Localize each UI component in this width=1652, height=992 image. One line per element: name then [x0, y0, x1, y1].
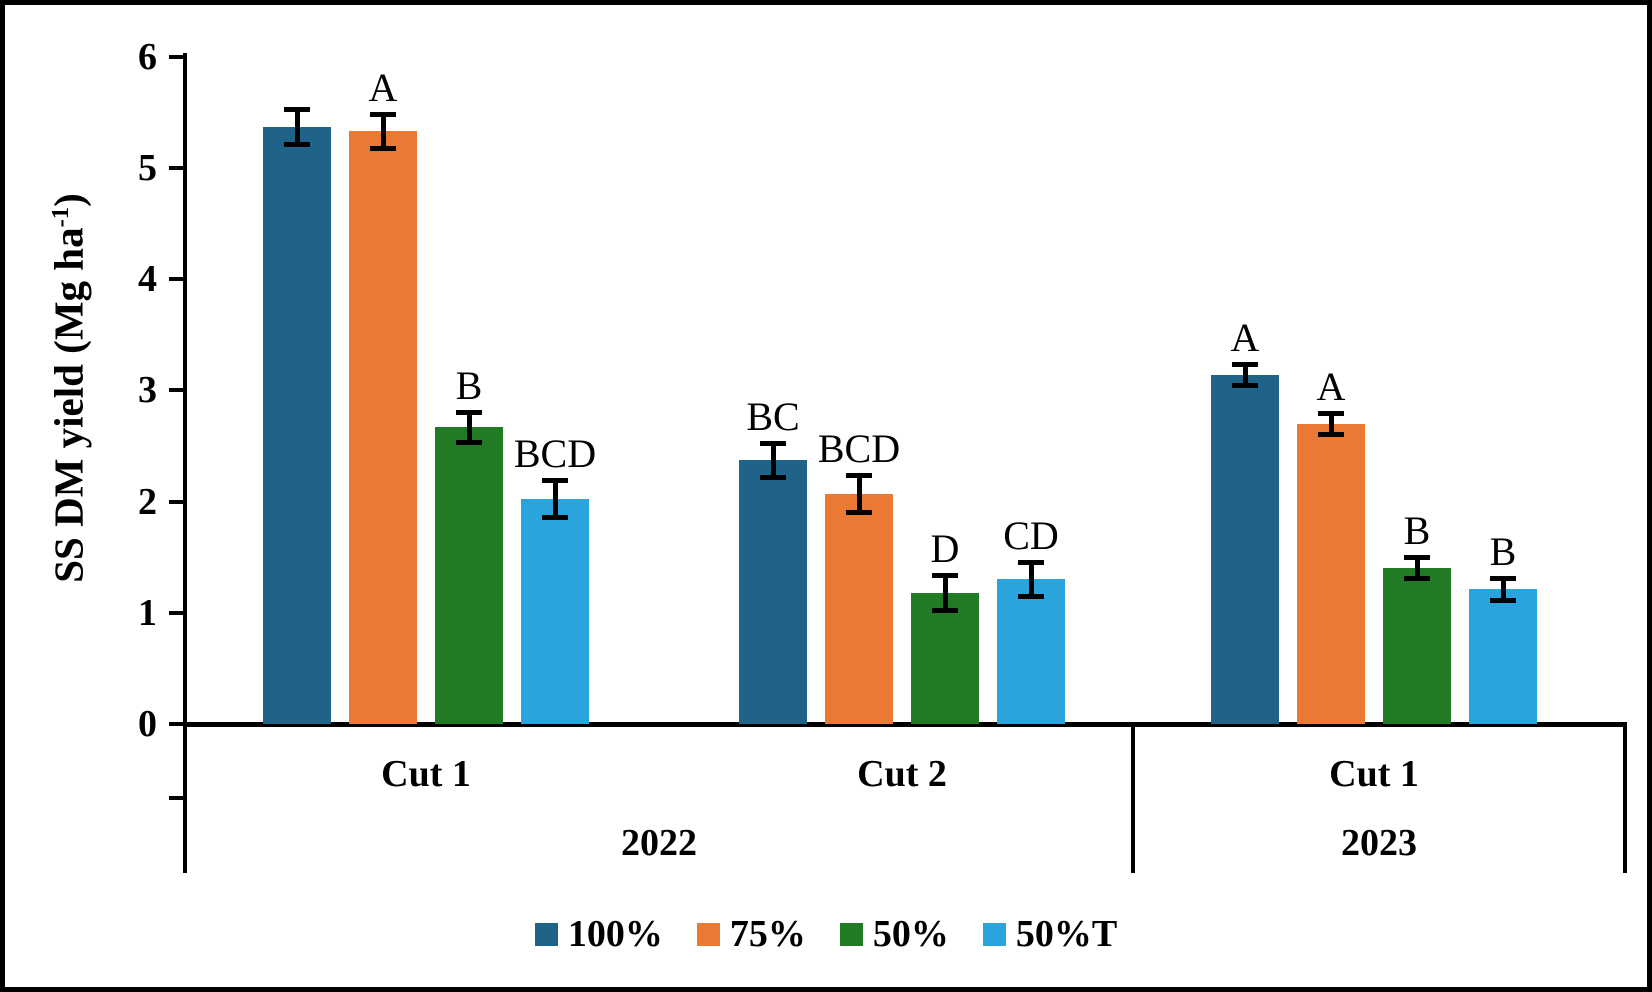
error-bar-line — [942, 574, 948, 611]
bar-75%-group1 — [349, 131, 417, 724]
legend: 100% 75% 50% 50%T — [5, 905, 1647, 963]
error-bar-cap-bottom — [760, 475, 786, 481]
category-label-cut: Cut 2 — [857, 753, 947, 795]
y-tick — [169, 722, 185, 726]
y-tick — [169, 54, 185, 59]
error-bar-cap-top — [846, 472, 872, 478]
legend-label: 75% — [729, 913, 806, 955]
error-bar-cap-bottom — [284, 141, 310, 147]
error-bar-line — [1328, 412, 1334, 435]
bar-100%-group3 — [1211, 374, 1279, 724]
error-bar-line — [466, 411, 472, 443]
plot-right-separator — [1623, 724, 1627, 873]
error-bar-cap-bottom — [932, 607, 958, 613]
error-bar-cap-top — [284, 107, 310, 113]
bar-100%-group2 — [739, 460, 807, 724]
legend-item-75%: 75% — [696, 913, 806, 955]
error-bar-cap-top — [370, 111, 396, 117]
error-bar-cap-top — [456, 409, 482, 415]
significance-letter: A — [1230, 314, 1260, 360]
error-bar-line — [552, 480, 558, 519]
error-bar-cap-top — [1404, 555, 1430, 561]
bar-75%-group3 — [1297, 423, 1365, 724]
y-tick-label: 2 — [138, 480, 157, 523]
error-bar-cap-top — [760, 440, 786, 446]
legend-item-50%: 50% — [839, 913, 949, 955]
legend-label: 50%T — [1015, 913, 1118, 955]
y-tick-label: 4 — [138, 258, 157, 301]
bar-50%-group1 — [435, 427, 503, 724]
bar-50%T-group3 — [1469, 589, 1537, 724]
significance-letter: CD — [1003, 512, 1059, 558]
y-tick — [169, 610, 185, 615]
error-bar-cap-bottom — [1018, 594, 1044, 600]
significance-letter: BCD — [513, 431, 597, 477]
error-bar-cap-bottom — [370, 146, 396, 152]
error-bar-line — [856, 474, 862, 513]
significance-letter: BC — [746, 393, 800, 439]
bar-50%-group2 — [911, 592, 979, 724]
error-bar-line — [1414, 557, 1420, 580]
category-label-year: 2022 — [621, 822, 697, 864]
error-bar-cap-top — [932, 572, 958, 578]
y-tick — [169, 277, 185, 282]
category-label-cut: Cut 1 — [381, 753, 471, 795]
bar-50%T-group2 — [997, 579, 1065, 724]
significance-letter: A — [1316, 363, 1346, 409]
y-tick — [169, 166, 185, 170]
legend-swatch-icon — [696, 922, 720, 946]
error-bar-line — [770, 442, 776, 479]
y-tick — [169, 499, 185, 504]
legend-swatch-icon — [982, 922, 1006, 946]
error-bar-cap-top — [542, 478, 568, 484]
error-bar-cap-top — [1490, 576, 1516, 582]
bar-100%-group1 — [263, 126, 331, 724]
legend-item-100%: 100% — [534, 913, 663, 955]
bar-50%T-group1 — [521, 499, 589, 724]
error-bar-cap-top — [1018, 559, 1044, 565]
y-tick-label: 3 — [138, 369, 157, 412]
y-tick-label: 6 — [138, 35, 157, 78]
error-bar-cap-top — [1232, 361, 1258, 367]
error-bar-cap-bottom — [846, 509, 872, 515]
legend-item-50%T: 50%T — [982, 913, 1118, 955]
error-bar-cap-bottom — [1318, 431, 1344, 437]
error-bar-cap-bottom — [542, 515, 568, 521]
error-bar-line — [380, 113, 386, 150]
category-label-cut: Cut 1 — [1329, 753, 1419, 795]
error-bar-cap-bottom — [456, 439, 482, 445]
significance-letter: BCD — [817, 425, 901, 471]
year-separator — [1131, 724, 1135, 873]
legend-swatch-icon — [534, 922, 558, 946]
y-tick-label: 1 — [138, 591, 157, 634]
bar-50%-group3 — [1383, 568, 1451, 724]
plot-area: 0 1 2 3 4 5 6 Cut 1 Cut 2 Cut 1 2022 2023 BC A A BCD A B D… — [5, 5, 1647, 987]
category-label-year: 2023 — [1341, 822, 1417, 864]
error-bar-cap-bottom — [1404, 576, 1430, 582]
error-bar-cap-bottom — [1232, 382, 1258, 388]
significance-letter: D — [930, 525, 960, 571]
y-tick — [169, 388, 185, 393]
x-axis-line — [183, 722, 1627, 727]
y-axis-line — [183, 53, 187, 873]
legend-swatch-icon — [839, 922, 863, 946]
error-bar-line — [294, 109, 300, 145]
error-bar-line — [1500, 578, 1506, 601]
axis-level-tick — [169, 796, 185, 800]
legend-label: 50% — [872, 913, 949, 955]
y-tick-label: 5 — [138, 147, 157, 189]
y-tick-label: 0 — [138, 703, 157, 745]
error-bar-line — [1028, 561, 1034, 598]
error-bar-cap-top — [1318, 410, 1344, 416]
significance-letter: B — [455, 362, 483, 408]
legend-label: 100% — [567, 913, 663, 955]
error-bar-cap-bottom — [1490, 597, 1516, 603]
bar-75%-group2 — [825, 493, 893, 724]
significance-letter: B — [1489, 529, 1517, 575]
significance-letter: B — [1403, 508, 1431, 554]
error-bar-line — [1242, 363, 1248, 386]
significance-letter: A — [368, 64, 398, 110]
